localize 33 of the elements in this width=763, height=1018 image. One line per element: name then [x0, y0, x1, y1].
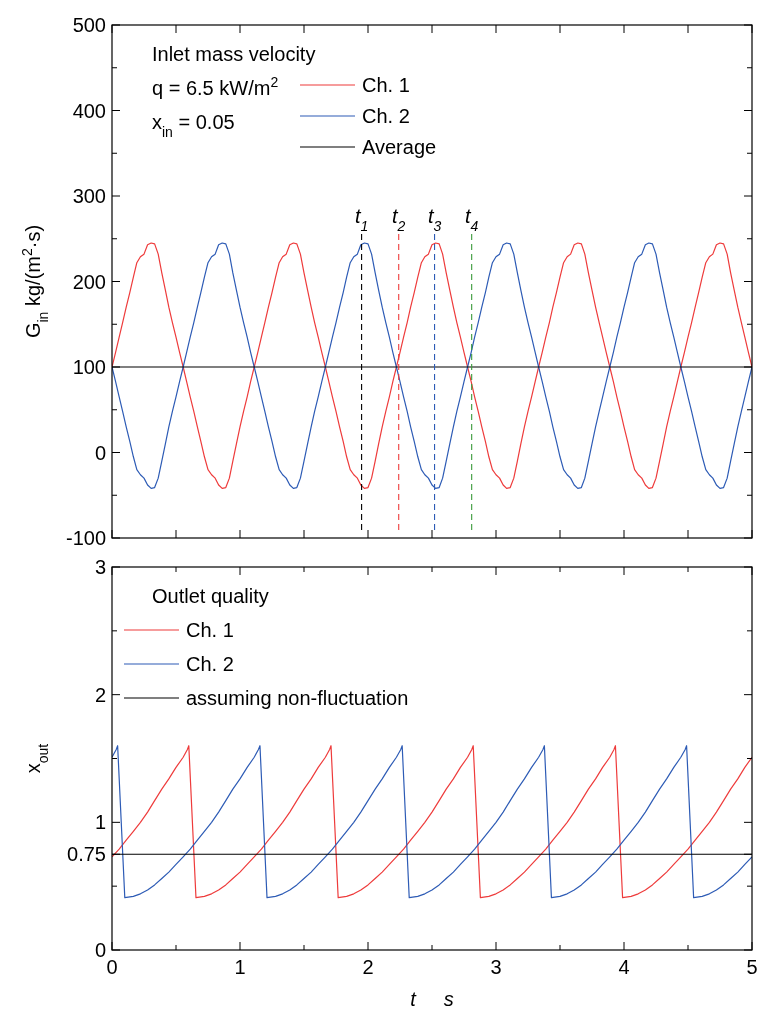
line-series [112, 745, 752, 899]
legend-label: assuming non-fluctuation [186, 687, 409, 709]
y-tick-label: -100 [65, 527, 106, 549]
legend-label: Ch. 1 [362, 74, 410, 96]
annotation: x$_{in}$ = 0.05 [152, 111, 235, 140]
legend-label: Average [362, 136, 437, 158]
x-axis-title: t s [410, 988, 454, 1010]
ref-line-label: t$_{2}$ [392, 204, 406, 234]
ref-line-label: t$_{4}$ [465, 204, 479, 234]
y-tick-label: 1 [94, 811, 106, 834]
ref-line-label: t$_{1}$ [354, 204, 369, 234]
y-tick-label: 400 [72, 99, 106, 122]
y-tick-label: 2 [94, 683, 106, 706]
y-tick-label: 0.75 [67, 843, 106, 866]
y-tick-label: 100 [72, 356, 106, 378]
x-tick-label: 1 [234, 956, 246, 978]
x-tick-label: 2 [362, 956, 374, 978]
y-tick-label: 300 [72, 185, 106, 207]
x-tick-label: 4 [618, 956, 630, 978]
legend-label: Ch. 1 [186, 619, 234, 641]
annotation: Inlet mass velocity [152, 43, 316, 65]
ref-line-label: t$_{3}$ [427, 204, 442, 234]
annotation: q = 6.5 kW/m$^{2}$ [152, 74, 279, 99]
x-tick-label: 3 [490, 956, 502, 978]
y-tick-label: 0 [94, 939, 106, 961]
y-tick-label: 0 [94, 441, 106, 464]
annotation: Outlet quality [152, 585, 269, 607]
y-tick-label: 3 [94, 556, 106, 578]
x-tick-label: 5 [746, 956, 758, 978]
legend-label: Ch. 2 [362, 105, 410, 127]
legend-label: Ch. 2 [186, 653, 234, 675]
y-tick-label: 500 [72, 14, 106, 36]
y-tick-label: 200 [72, 270, 106, 293]
